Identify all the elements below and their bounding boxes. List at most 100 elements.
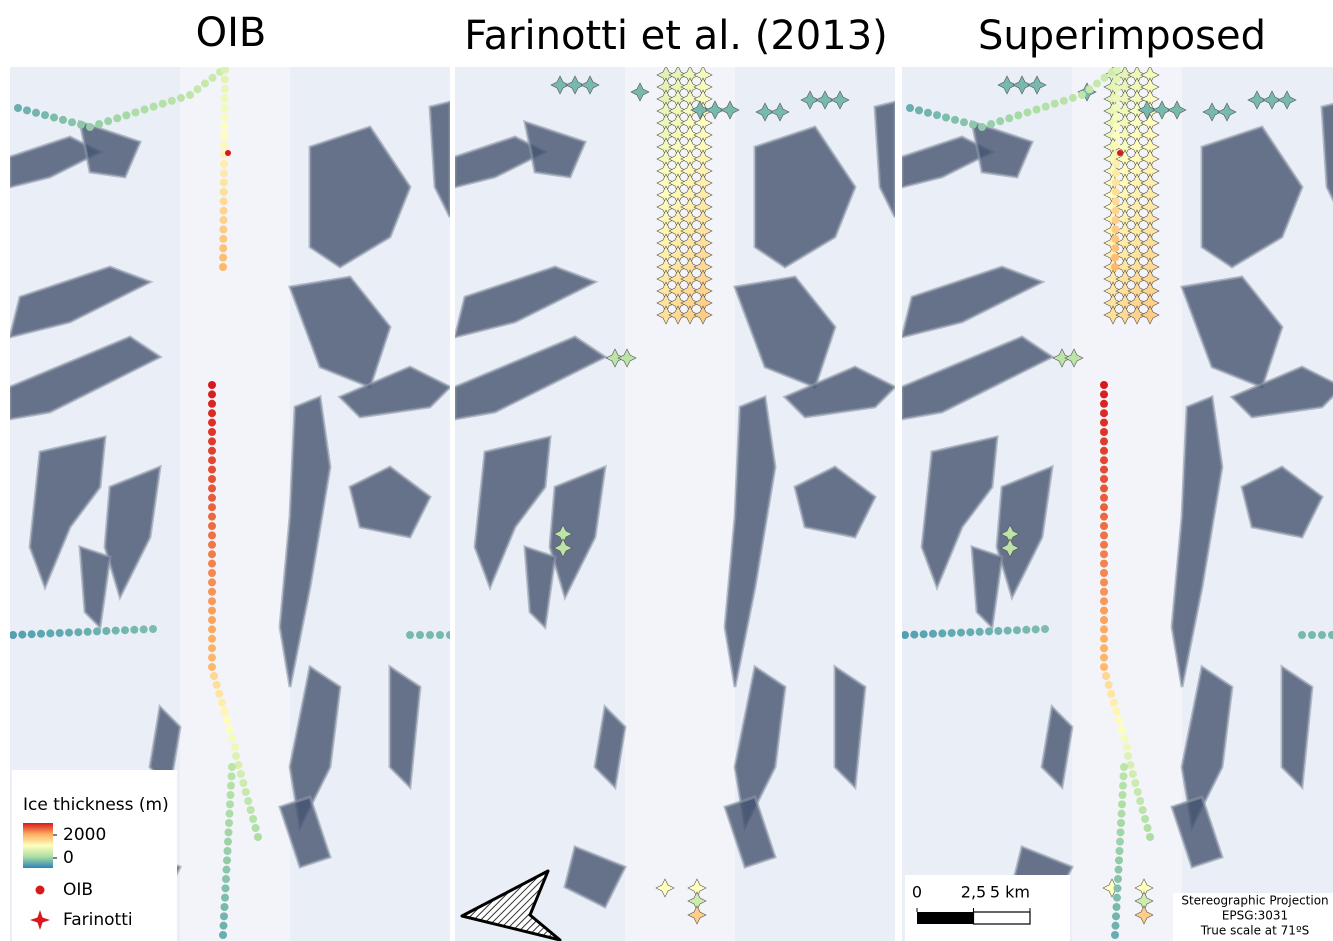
- oib-point: [1118, 725, 1126, 733]
- oib-point: [208, 522, 216, 530]
- oib-point: [168, 97, 176, 105]
- oib-point: [1093, 80, 1101, 88]
- oib-point: [224, 838, 232, 846]
- oib-point: [220, 922, 228, 930]
- oib-point: [1100, 597, 1108, 605]
- oib-point: [1013, 626, 1021, 634]
- oib-point: [228, 763, 236, 771]
- oib-point: [1115, 856, 1123, 864]
- oib-point: [220, 179, 228, 187]
- oib-point: [436, 631, 444, 639]
- oib-point: [222, 875, 230, 883]
- legend-label: Farinotti: [63, 910, 133, 930]
- oib-point: [59, 116, 67, 124]
- oib-point: [915, 106, 923, 114]
- oib-point: [1042, 103, 1050, 111]
- oib-point: [1118, 800, 1126, 808]
- oib-point: [1100, 635, 1108, 643]
- projection-text: True scale at 71ºS: [1200, 924, 1309, 938]
- oib-point: [32, 109, 40, 117]
- oib-point: [924, 109, 932, 117]
- oib-point: [1105, 681, 1113, 689]
- oib-point: [1100, 625, 1108, 633]
- oib-point: [208, 400, 216, 408]
- scale-box: [905, 875, 1070, 941]
- oib-point: [1100, 466, 1108, 474]
- oib-point: [46, 629, 54, 637]
- scale-label: 2,5: [961, 883, 986, 902]
- oib-point: [50, 114, 58, 122]
- oib-point: [1113, 94, 1121, 102]
- oib-point: [1051, 100, 1059, 108]
- oib-point: [1111, 235, 1119, 243]
- oib-point: [102, 627, 110, 635]
- oib-point: [1120, 772, 1128, 780]
- oib-point: [1112, 141, 1120, 149]
- oib-point: [221, 75, 229, 83]
- projection-text: Stereographic Projection: [1181, 894, 1328, 908]
- oib-point: [221, 85, 229, 93]
- oib-point: [1112, 912, 1120, 920]
- legend-label: OIB: [63, 880, 93, 900]
- oib-point: [1111, 931, 1119, 939]
- oib-point: [1100, 654, 1108, 662]
- oib-point: [1032, 625, 1040, 633]
- oib-point: [228, 772, 236, 780]
- oib-point: [208, 381, 216, 389]
- oib-point: [1022, 626, 1030, 634]
- oib-point: [1100, 531, 1108, 539]
- oib-point: [1144, 824, 1152, 832]
- oib-point: [226, 725, 234, 733]
- oib-point: [208, 437, 216, 445]
- oib-point: [1100, 607, 1108, 615]
- oib-point: [1100, 390, 1108, 398]
- oib-point: [208, 447, 216, 455]
- oib-point: [951, 116, 959, 124]
- oib-point: [1110, 699, 1118, 707]
- oib-point: [254, 833, 262, 841]
- oib-point: [209, 74, 217, 82]
- oib-point: [219, 225, 227, 233]
- oib-point: [1146, 833, 1154, 841]
- oib-point: [208, 588, 216, 596]
- oib-point: [1113, 66, 1121, 74]
- oib-point: [1114, 875, 1122, 883]
- oib-point: [242, 788, 250, 796]
- oib-point: [247, 806, 255, 814]
- oib-point: [220, 122, 228, 130]
- oib-point: [208, 456, 216, 464]
- oib-point: [208, 484, 216, 492]
- oib-point: [933, 111, 941, 119]
- legend-symbol: [36, 886, 45, 895]
- oib-point: [28, 630, 36, 638]
- oib-point: [1134, 788, 1142, 796]
- oib-point: [219, 931, 227, 939]
- oib-point: [1124, 752, 1132, 760]
- oib-point: [56, 629, 64, 637]
- oib-point: [104, 117, 112, 125]
- oib-point: [1112, 197, 1120, 205]
- oib-point: [224, 847, 232, 855]
- oib-point: [1100, 381, 1108, 389]
- oib-point: [219, 235, 227, 243]
- oib-point: [957, 629, 965, 637]
- oib-point: [987, 120, 995, 128]
- oib-point: [228, 734, 236, 742]
- oib-point: [232, 752, 240, 760]
- oib-point: [1117, 819, 1125, 827]
- oib-point: [208, 597, 216, 605]
- oib-point: [225, 828, 233, 836]
- oib-point: [208, 616, 216, 624]
- oib-point: [37, 630, 45, 638]
- oib-point: [220, 207, 228, 215]
- oib-point: [426, 631, 434, 639]
- oib-point: [220, 188, 228, 196]
- oib-point: [1111, 216, 1119, 224]
- oib-point: [1298, 631, 1306, 639]
- oib-point: [41, 111, 49, 119]
- oib-point: [95, 120, 103, 128]
- oib-point: [1100, 541, 1108, 549]
- oib-point: [1113, 894, 1121, 902]
- scale-label: 5 km: [990, 883, 1030, 902]
- oib-point: [1100, 494, 1108, 502]
